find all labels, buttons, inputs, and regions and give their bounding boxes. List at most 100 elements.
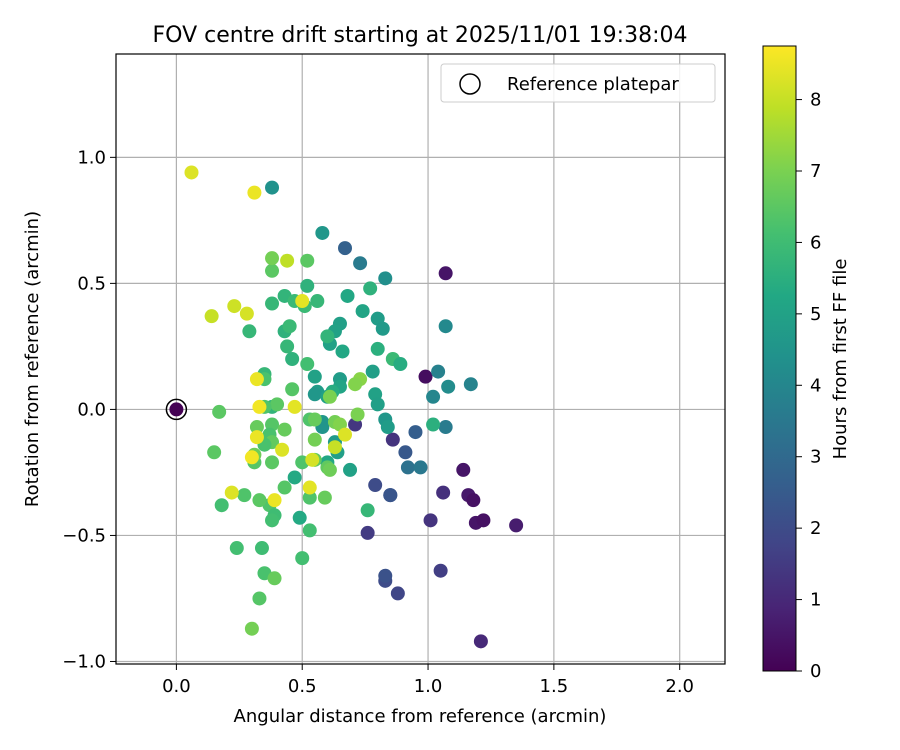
data-point bbox=[302, 480, 317, 495]
data-point bbox=[375, 321, 390, 336]
grid bbox=[116, 54, 725, 664]
data-point bbox=[433, 563, 448, 578]
data-point bbox=[265, 180, 280, 195]
data-point bbox=[244, 450, 259, 465]
data-point bbox=[365, 364, 380, 379]
data-point bbox=[370, 397, 385, 412]
data-point bbox=[340, 288, 355, 303]
data-point bbox=[229, 541, 244, 556]
data-point bbox=[400, 460, 415, 475]
data-point bbox=[287, 470, 302, 485]
data-point bbox=[295, 294, 310, 309]
data-point bbox=[285, 382, 300, 397]
data-point bbox=[307, 387, 322, 402]
y-axis-ticks: −1.0 −0.5 0.0 0.5 1.0 bbox=[62, 147, 116, 672]
data-point bbox=[265, 513, 280, 528]
data-point bbox=[355, 304, 370, 319]
data-point bbox=[305, 452, 320, 467]
data-point bbox=[431, 364, 446, 379]
data-point bbox=[307, 432, 322, 447]
data-point bbox=[247, 185, 262, 200]
colorbar-label: Hours from first FF file bbox=[830, 259, 851, 460]
data-point bbox=[224, 485, 239, 500]
data-point bbox=[270, 397, 285, 412]
data-point bbox=[287, 399, 302, 414]
data-point bbox=[315, 225, 330, 240]
data-point bbox=[302, 523, 317, 538]
data-point bbox=[476, 513, 491, 528]
x-tick-label: 2.0 bbox=[665, 676, 694, 697]
colorbar-tick-label: 8 bbox=[810, 90, 821, 111]
data-point bbox=[280, 253, 295, 268]
data-point bbox=[265, 263, 280, 278]
data-point bbox=[473, 634, 488, 649]
data-point bbox=[509, 518, 524, 533]
x-tick-label: 0.0 bbox=[162, 676, 191, 697]
y-tick-label: −0.5 bbox=[62, 525, 106, 546]
colorbar-tick-label: 6 bbox=[810, 232, 821, 253]
data-point bbox=[265, 296, 280, 311]
data-point bbox=[350, 407, 365, 422]
data-point bbox=[285, 352, 300, 366]
data-point bbox=[249, 372, 264, 387]
x-axis-label: Angular distance from reference (arcmin) bbox=[234, 706, 607, 727]
y-tick-label: −1.0 bbox=[62, 651, 106, 672]
data-point bbox=[214, 498, 229, 513]
data-point bbox=[378, 568, 393, 583]
data-point bbox=[438, 319, 453, 334]
colorbar-tick-label: 7 bbox=[810, 161, 821, 182]
legend: Reference platepar bbox=[440, 63, 716, 103]
data-point bbox=[335, 344, 350, 359]
data-point bbox=[348, 377, 363, 392]
data-point bbox=[426, 417, 441, 432]
y-tick-label: 0.5 bbox=[77, 273, 106, 294]
data-point bbox=[204, 309, 219, 324]
colorbar-gradient bbox=[762, 45, 797, 672]
data-point bbox=[244, 621, 259, 636]
colorbar-tick-label: 1 bbox=[810, 590, 821, 611]
x-axis-ticks: 0.0 0.5 1.0 1.5 2.0 bbox=[162, 664, 694, 697]
legend-marker bbox=[459, 73, 481, 95]
data-point bbox=[265, 455, 280, 470]
data-points bbox=[165, 165, 524, 649]
data-point bbox=[267, 493, 282, 508]
data-point bbox=[338, 427, 353, 442]
data-point bbox=[169, 402, 184, 417]
data-point bbox=[277, 480, 292, 495]
data-point bbox=[227, 299, 242, 314]
data-point bbox=[267, 571, 282, 586]
data-point bbox=[249, 420, 264, 435]
x-tick-label: 1.5 bbox=[540, 676, 569, 697]
data-point bbox=[249, 430, 264, 445]
data-point bbox=[184, 165, 199, 180]
data-point bbox=[438, 266, 453, 281]
colorbar-ticks: 0 1 2 3 4 5 6 7 8 bbox=[796, 90, 821, 682]
colorbar-tick-label: 0 bbox=[810, 661, 821, 682]
data-point bbox=[282, 319, 297, 334]
data-point bbox=[322, 389, 337, 404]
data-point bbox=[463, 377, 478, 392]
data-point bbox=[252, 591, 267, 606]
data-point bbox=[418, 369, 433, 384]
data-point bbox=[275, 442, 290, 457]
data-point bbox=[378, 271, 393, 286]
data-point bbox=[436, 485, 451, 500]
colorbar: 0 1 2 3 4 5 6 7 8 Hours from first FF file bbox=[762, 45, 851, 682]
data-point bbox=[277, 422, 292, 437]
data-point bbox=[385, 432, 400, 447]
data-point bbox=[242, 324, 257, 339]
data-point bbox=[254, 541, 269, 556]
colorbar-tick-label: 3 bbox=[810, 447, 821, 468]
data-point bbox=[317, 490, 332, 505]
data-point bbox=[370, 341, 385, 356]
plot-frame bbox=[115, 53, 726, 665]
data-point bbox=[441, 379, 456, 394]
data-point bbox=[466, 493, 481, 508]
data-point bbox=[300, 278, 315, 293]
data-point bbox=[207, 445, 222, 460]
data-point bbox=[310, 294, 325, 309]
y-tick-label: 1.0 bbox=[77, 147, 106, 168]
data-point bbox=[252, 493, 267, 508]
chart-title: FOV centre drift starting at 2025/11/01 … bbox=[153, 23, 688, 48]
